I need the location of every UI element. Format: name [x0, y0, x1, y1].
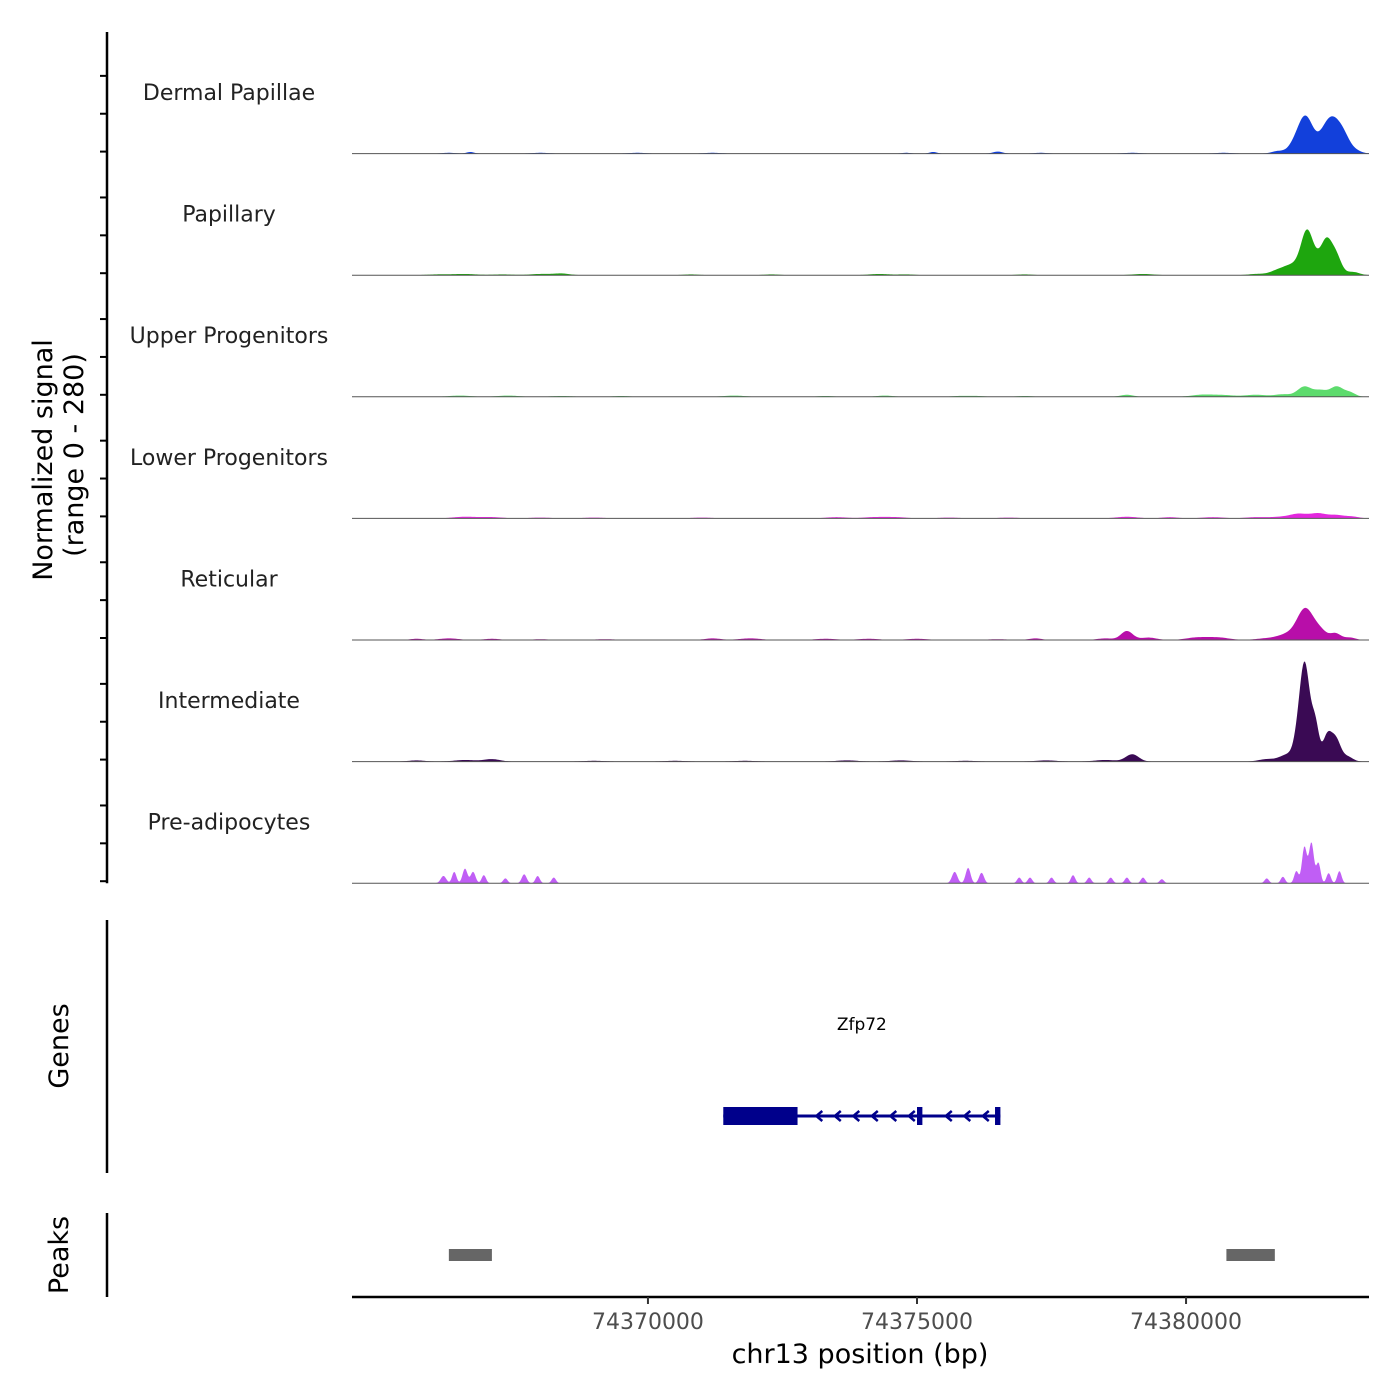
gene-strand-arrow [906, 1110, 916, 1122]
gene-strand-arrow [888, 1110, 898, 1122]
gene-strand-arrow [962, 1110, 972, 1122]
track-lower-progenitors: Lower Progenitors [130, 446, 1369, 519]
y-axis-title-line2: (range 0 - 280) [59, 353, 90, 557]
gene-strand-arrow [851, 1110, 861, 1122]
gene-exon [995, 1107, 1001, 1125]
gene-annotation-track: Zfp72 [723, 1015, 1001, 1125]
genes-panel-label: Genes [44, 1003, 75, 1088]
y-axis-title-line1: Normalized signal [28, 339, 59, 581]
coverage-area-pre-adipocytes [352, 842, 1369, 884]
x-tick-label: 74370000 [592, 1310, 704, 1335]
x-tick-label: 74375000 [861, 1310, 973, 1335]
coverage-area-reticular [352, 607, 1369, 640]
gene-name-label: Zfp72 [837, 1015, 887, 1035]
coverage-y-axis [100, 32, 109, 884]
x-tick-label: 74380000 [1130, 1310, 1242, 1335]
track-dermal-papillae: Dermal Papillae [143, 81, 1369, 155]
gene-strand-arrow [869, 1110, 879, 1122]
coverage-area-upper-progenitors [352, 386, 1369, 397]
track-label-intermediate: Intermediate [158, 689, 300, 714]
track-label-lower-progenitors: Lower Progenitors [130, 446, 328, 471]
peak-region [448, 1249, 492, 1261]
track-label-papillary: Papillary [182, 203, 276, 228]
gene-exon [917, 1107, 923, 1125]
track-label-reticular: Reticular [180, 567, 278, 592]
coverage-area-dermal-papillae [352, 115, 1369, 154]
track-upper-progenitors: Upper Progenitors [130, 324, 1369, 398]
track-papillary: Papillary [182, 203, 1369, 276]
track-reticular: Reticular [180, 567, 1369, 641]
track-label-upper-progenitors: Upper Progenitors [130, 324, 329, 349]
coverage-tracks: Dermal Papillae Papillary Upper Progenitor… [130, 81, 1369, 884]
coverage-area-lower-progenitors [352, 513, 1369, 519]
coverage-area-papillary [352, 229, 1369, 276]
peak-region [1226, 1249, 1275, 1261]
gene-strand-arrow [980, 1110, 990, 1122]
track-label-dermal-papillae: Dermal Papillae [143, 81, 315, 106]
peaks-panel-label: Peaks [44, 1216, 75, 1294]
track-pre-adipocytes: Pre-adipocytes [148, 811, 1369, 884]
coverage-area-intermediate [352, 661, 1369, 762]
track-intermediate: Intermediate [158, 661, 1369, 763]
gene-exon [723, 1107, 798, 1125]
gene-strand-arrow [814, 1110, 824, 1122]
x-axis-title: chr13 position (bp) [732, 1339, 989, 1370]
track-label-pre-adipocytes: Pre-adipocytes [148, 811, 311, 836]
gene-strand-arrow [832, 1110, 842, 1122]
gene-strand-arrow [943, 1110, 953, 1122]
peaks-track [448, 1249, 1275, 1261]
x-axis-ticks: 74370000 74375000 74380000 [592, 1297, 1242, 1335]
